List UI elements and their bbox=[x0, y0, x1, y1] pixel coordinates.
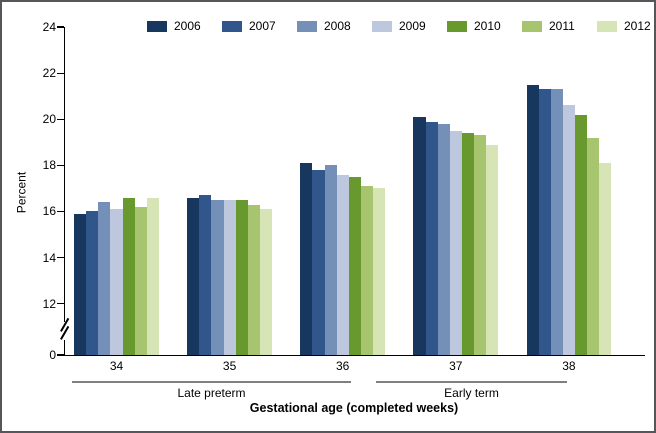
bar-35wk-2010 bbox=[235, 199, 248, 355]
bar-35wk-2012 bbox=[259, 209, 272, 355]
bar-34wk-2010 bbox=[122, 197, 135, 355]
bar-35wk-2009 bbox=[223, 199, 236, 355]
bar-36wk-2008 bbox=[324, 165, 337, 355]
y-tick-16 bbox=[57, 210, 64, 213]
bar-34wk-2012 bbox=[146, 197, 159, 355]
legend-label: 2011 bbox=[549, 19, 575, 33]
late-preterm-label: Late preterm bbox=[177, 386, 246, 400]
legend-item-2007: 2007 bbox=[222, 19, 276, 33]
y-tick-label-12: 12 bbox=[42, 296, 56, 311]
bar-35wk-2008 bbox=[211, 199, 224, 355]
bar-37wk-2011 bbox=[473, 135, 487, 355]
bar-37wk-2006 bbox=[413, 116, 426, 355]
legend-item-2012: 2012 bbox=[597, 19, 651, 33]
x-tick-label-38: 38 bbox=[562, 359, 576, 373]
bar-37wk-2007 bbox=[425, 121, 438, 355]
legend-swatch-2009 bbox=[372, 20, 392, 32]
y-tick-22 bbox=[57, 72, 64, 74]
legend-swatch-2011 bbox=[522, 20, 542, 32]
bar-38wk-2012 bbox=[599, 163, 612, 355]
legend-swatch-2007 bbox=[222, 20, 242, 32]
bar-38wk-2007 bbox=[538, 89, 551, 355]
legend-label: 2006 bbox=[174, 19, 201, 33]
bar-36wk-2006 bbox=[300, 163, 313, 355]
y-tick-20 bbox=[57, 118, 64, 120]
y-tick-12 bbox=[57, 303, 64, 305]
x-axis-line bbox=[63, 354, 645, 356]
y-tick-label-24: 24 bbox=[42, 20, 56, 34]
legend-item-2008: 2008 bbox=[297, 19, 351, 33]
x-tick-label-35: 35 bbox=[222, 359, 237, 373]
legend-swatch-2008 bbox=[297, 20, 317, 32]
bar-38wk-2006 bbox=[526, 84, 539, 355]
legend-label: 2007 bbox=[249, 19, 276, 33]
y-tick-label-20: 20 bbox=[42, 112, 56, 127]
bar-35wk-2011 bbox=[247, 204, 260, 355]
bar-36wk-2011 bbox=[360, 186, 373, 355]
y-tick-label-18: 18 bbox=[42, 158, 56, 173]
bar-36wk-2012 bbox=[372, 188, 386, 355]
y-tick-label-14: 14 bbox=[42, 250, 56, 265]
legend-label: 2008 bbox=[324, 19, 351, 33]
legend-item-2010: 2010 bbox=[447, 19, 501, 33]
bar-38wk-2010 bbox=[574, 114, 588, 355]
bar-35wk-2006 bbox=[187, 197, 200, 355]
y-tick-14 bbox=[57, 257, 64, 259]
bar-38wk-2009 bbox=[562, 105, 575, 355]
legend-label: 2010 bbox=[474, 19, 501, 33]
legend-swatch-2006 bbox=[147, 20, 167, 32]
x-axis-title: Gestational age (completed weeks) bbox=[249, 401, 459, 415]
legend-swatch-2010 bbox=[447, 20, 467, 32]
bar-34wk-2007 bbox=[86, 211, 99, 355]
x-tick-label-37: 37 bbox=[449, 359, 463, 373]
bar-34wk-2009 bbox=[110, 209, 123, 355]
bar-37wk-2012 bbox=[486, 144, 499, 355]
y-tick-label-16: 16 bbox=[42, 204, 56, 219]
y-axis-line-upper bbox=[63, 27, 65, 322]
bar-36wk-2007 bbox=[312, 169, 325, 355]
bar-35wk-2007 bbox=[199, 195, 212, 355]
y-tick-18 bbox=[57, 164, 64, 167]
bar-37wk-2009 bbox=[449, 130, 462, 355]
bar-36wk-2010 bbox=[348, 176, 361, 355]
early-term-bracket bbox=[376, 381, 567, 383]
y-tick-24 bbox=[57, 26, 64, 28]
legend-item-2009: 2009 bbox=[372, 19, 426, 33]
y-tick-0 bbox=[57, 354, 64, 356]
bar-37wk-2008 bbox=[437, 123, 450, 355]
legend-label: 2012 bbox=[624, 19, 651, 33]
y-tick-label-0: 0 bbox=[49, 348, 56, 362]
early-term-label: Early term bbox=[444, 386, 499, 400]
bar-34wk-2011 bbox=[134, 206, 147, 355]
bar-37wk-2010 bbox=[461, 133, 474, 355]
late-preterm-bracket bbox=[72, 381, 351, 383]
bar-38wk-2011 bbox=[587, 137, 600, 355]
legend-label: 2009 bbox=[399, 19, 426, 33]
bar-34wk-2008 bbox=[98, 202, 111, 355]
y-axis-line-lower bbox=[63, 340, 65, 356]
y-tick-label-22: 22 bbox=[42, 66, 56, 81]
x-tick-label-34: 34 bbox=[109, 359, 124, 373]
x-tick-label-36: 36 bbox=[336, 359, 350, 373]
bar-36wk-2009 bbox=[336, 174, 349, 355]
legend-swatch-2012 bbox=[597, 20, 617, 32]
bar-34wk-2006 bbox=[74, 213, 87, 355]
legend-item-2006: 2006 bbox=[147, 19, 201, 33]
legend-item-2011: 2011 bbox=[522, 19, 575, 33]
bar-38wk-2008 bbox=[550, 89, 563, 355]
legend: 2006 2007 2008 2009 2010 2011 2012 bbox=[2, 19, 654, 35]
